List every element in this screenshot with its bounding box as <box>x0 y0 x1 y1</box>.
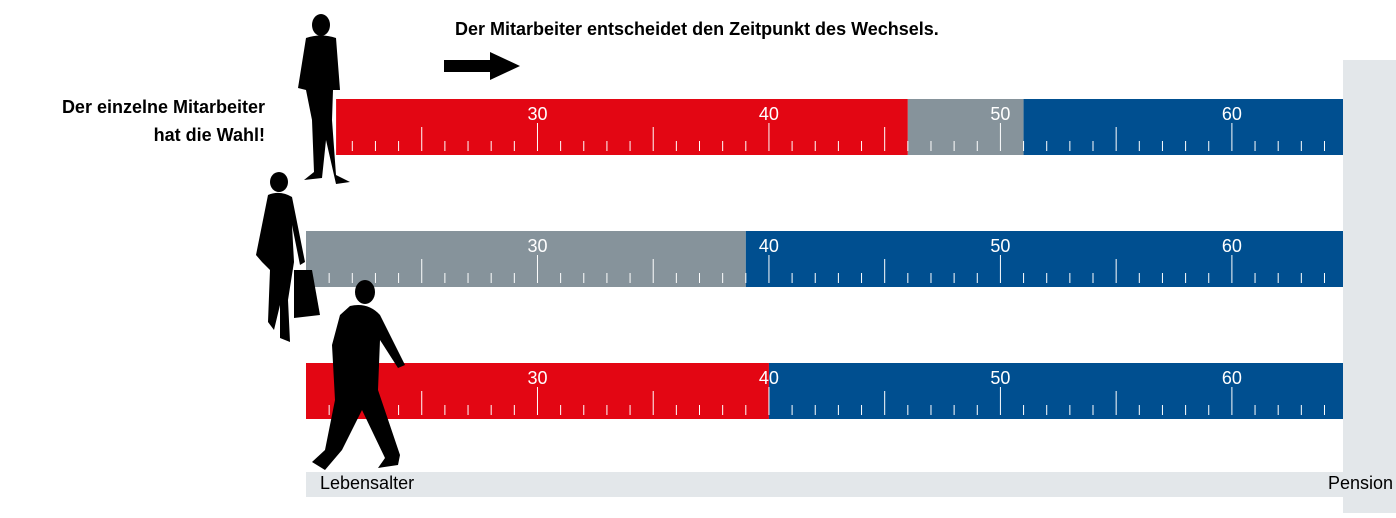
tick-label: 30 <box>527 236 547 256</box>
tick-label: 50 <box>990 104 1010 124</box>
tick-label: 40 <box>759 236 779 256</box>
age-strip <box>306 472 1343 497</box>
annotation: Der einzelne Mitarbeiter <box>62 97 265 117</box>
end-label: Pension <box>1328 473 1393 493</box>
tick-label: 50 <box>990 236 1010 256</box>
tick-label: 30 <box>527 104 547 124</box>
tick-label: 60 <box>1222 368 1242 388</box>
segment <box>769 363 1343 419</box>
tick-label: 30 <box>527 368 547 388</box>
annotation: hat die Wahl! <box>154 125 265 145</box>
bars: 30 40 50 60 30 40 50 60 30 40 50 60 <box>306 99 1343 419</box>
chart-title: Der Mitarbeiter entscheidet den Zeitpunk… <box>455 19 939 39</box>
tick-label: 60 <box>1222 104 1242 124</box>
segment <box>306 231 746 287</box>
pension-panel <box>1343 60 1396 513</box>
x-axis-label: Lebensalter <box>320 473 414 493</box>
segment <box>1024 99 1343 155</box>
chart: Der Mitarbeiter entscheidet den Zeitpunk… <box>0 0 1396 513</box>
tick-label: 50 <box>990 368 1010 388</box>
arrow <box>444 52 520 80</box>
tick-label: 60 <box>1222 236 1242 256</box>
segment <box>746 231 1343 287</box>
tick-label: 40 <box>759 368 779 388</box>
tick-label: 40 <box>759 104 779 124</box>
